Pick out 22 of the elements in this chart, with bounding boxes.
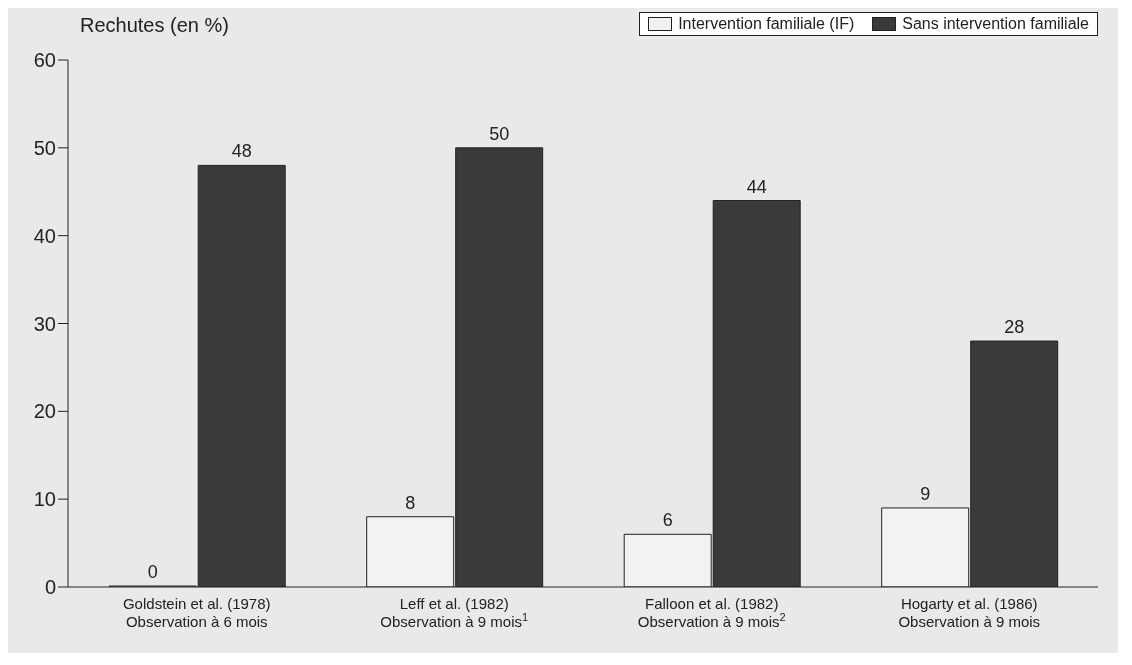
x-tick-label: Leff et al. (1982) Observation à 9 mois$^{1}$ <box>380 595 529 630</box>
data-label: 0 <box>147 562 158 582</box>
data-label: 8 <box>405 492 416 513</box>
y-tick-label: 40 <box>33 224 56 247</box>
y-axis-title: Rechutes (en %) <box>80 14 229 37</box>
data-label: 44 <box>746 176 767 197</box>
data-label: 48 <box>231 141 252 162</box>
y-tick-label: 50 <box>33 136 56 159</box>
y-tick-label: 60 <box>33 49 56 72</box>
data-label: 28 <box>1004 317 1025 338</box>
data-label: 6 <box>662 510 673 531</box>
legend-label: Sans intervention familiale <box>902 15 1089 33</box>
data-label: 9 <box>920 483 931 504</box>
y-tick-label: 30 <box>33 312 56 335</box>
x-tick-label: Falloon et al. (1982) Observation à 9 mois$^{2}$ <box>637 595 786 630</box>
y-tick-label: 20 <box>33 400 56 423</box>
x-tick-label: Goldstein et al. (1978) Observation à 6 mois <box>122 595 271 630</box>
data-label: 50 <box>489 123 510 144</box>
x-tick-label: Hogarty et al. (1986) Observation à 9 mois <box>898 595 1041 630</box>
y-tick-label: 10 <box>33 488 56 511</box>
legend-label: Intervention familiale (IF) <box>678 15 855 33</box>
y-tick-label: 0 <box>44 576 56 599</box>
